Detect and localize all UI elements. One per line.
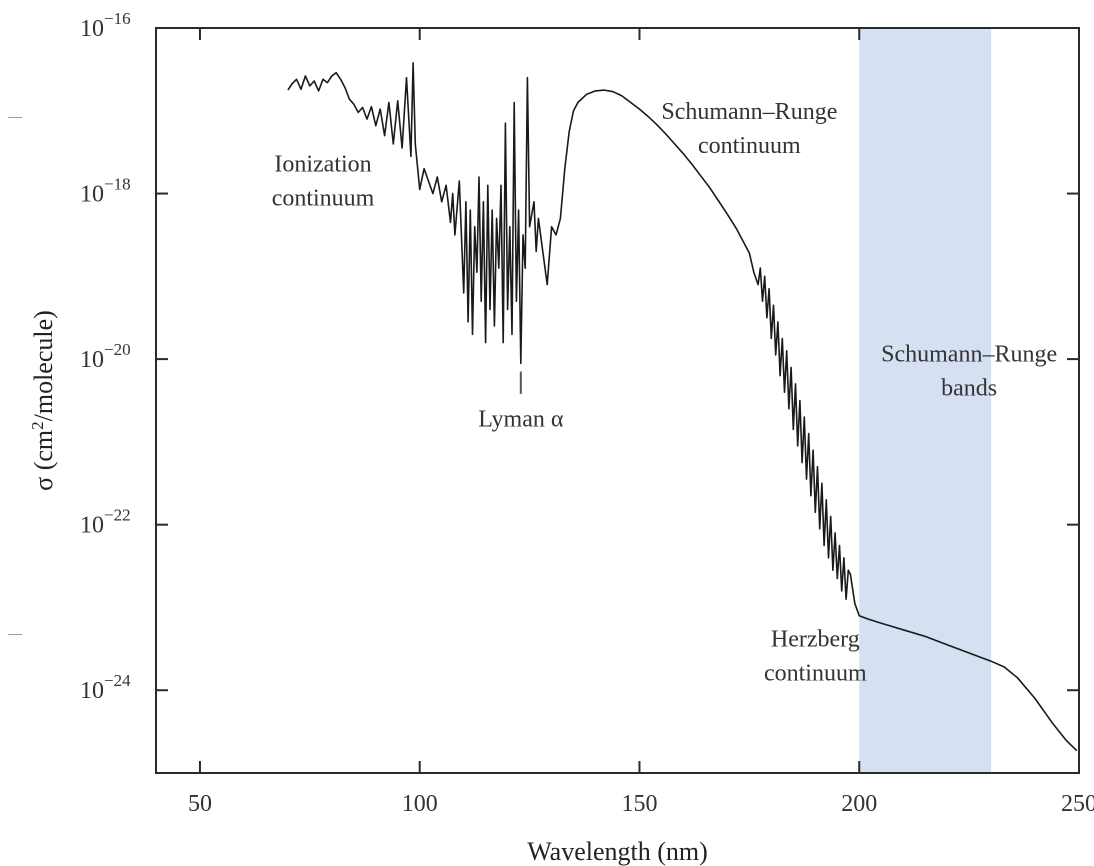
annotation-ionization: continuum: [272, 185, 375, 211]
annotation-sr-continuum: continuum: [698, 133, 801, 159]
annotation-lyman: Lyman α: [478, 407, 564, 433]
annotation-herzberg: continuum: [764, 660, 867, 686]
annotation-sr-bands: bands: [941, 376, 997, 402]
x-tick-label: 50: [188, 791, 212, 817]
y-tick-label: 10−24: [80, 671, 131, 704]
y-axis-label-prefix: σ (cm: [29, 430, 58, 491]
series-line-0: [287, 62, 1078, 752]
x-axis-label: Wavelength (nm): [527, 837, 708, 866]
annotation-ionization: Ionization: [274, 151, 371, 177]
edge-mark-bottom: [8, 634, 22, 635]
annotation-herzberg: Herzberg: [771, 626, 860, 652]
y-tick-label: 10−18: [80, 175, 131, 208]
ticks-layer: 50 100 150 200 250 10−16 10−18 10−20 10−22 10−24: [80, 9, 1094, 817]
x-tick-label: 150: [621, 791, 657, 817]
y-tick-label: 10−22: [80, 506, 131, 539]
edge-mark-top: [8, 117, 22, 118]
series-layer: [287, 62, 1078, 752]
annotation-sr-bands: Schumann–Runge: [881, 342, 1057, 368]
annotations-layer: Ionization continuum Lyman α Schumann–Runge…: [272, 99, 1057, 686]
y-tick-label: 10−20: [80, 340, 131, 373]
x-tick-label: 100: [402, 791, 438, 817]
shaded-region: [859, 28, 992, 773]
plot-frame: [155, 27, 1080, 774]
x-tick-label: 200: [841, 791, 877, 817]
y-axis-label-sup: 2: [28, 421, 47, 430]
annotation-sr-continuum: Schumann–Runge: [661, 99, 837, 125]
x-tick-label: 250: [1061, 791, 1094, 817]
y-tick-label: 10−16: [80, 9, 131, 42]
y-axis-label: σ (cm2/molecule): [28, 310, 59, 491]
y-axis-label-suffix: /molecule): [29, 310, 58, 421]
